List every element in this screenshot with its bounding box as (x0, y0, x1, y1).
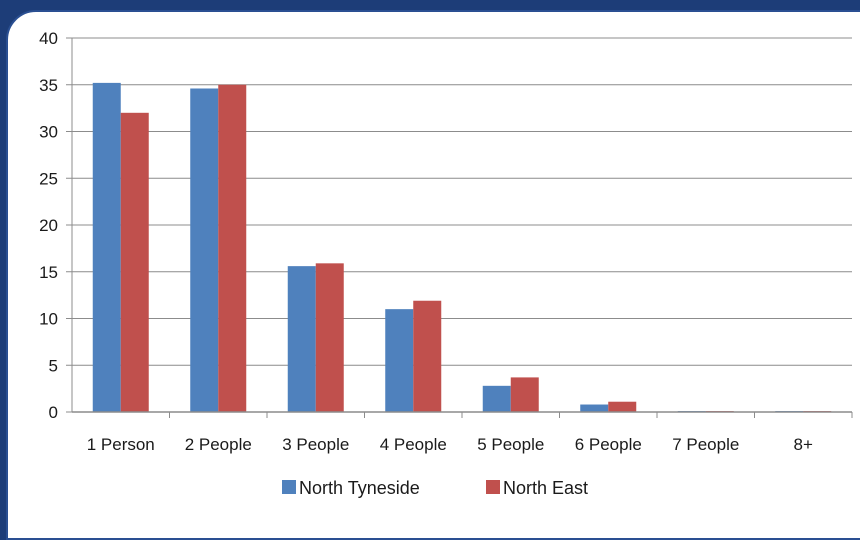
y-tick-label: 30 (39, 123, 58, 142)
y-tick-label: 20 (39, 216, 58, 235)
legend: North Tyneside North East (282, 478, 588, 498)
bars (92, 82, 832, 413)
x-tick-labels: 1 Person 2 People 3 People 4 People 5 People… (87, 435, 813, 454)
legend-swatch (486, 480, 500, 494)
x-tick-label: 5 People (477, 435, 544, 454)
bar-north-tyneside (482, 385, 511, 412)
y-tick-label: 5 (49, 356, 58, 375)
y-tick-label: 10 (39, 310, 58, 329)
x-tick-label: 2 People (185, 435, 252, 454)
x-tick-label: 4 People (380, 435, 447, 454)
bar-north-east (218, 84, 247, 412)
bar-north-tyneside (190, 88, 219, 413)
bar-north-east (510, 377, 539, 412)
bar-north-east (608, 401, 637, 412)
x-tick-label: 8+ (794, 435, 813, 454)
bar-north-tyneside (580, 404, 609, 412)
y-tick-label: 0 (49, 403, 58, 422)
bar-north-tyneside (287, 266, 316, 412)
legend-label: North Tyneside (299, 478, 420, 498)
bar-north-east (315, 263, 344, 412)
y-tick-label: 15 (39, 263, 58, 282)
bar-north-tyneside (92, 82, 121, 412)
x-tick-label: 1 Person (87, 435, 155, 454)
bar-north-east (120, 112, 149, 413)
bar-north-east (413, 300, 442, 412)
x-tick-label: 7 People (672, 435, 739, 454)
gridlines (72, 37, 852, 366)
x-tick-label: 6 People (575, 435, 642, 454)
x-tick-label: 3 People (282, 435, 349, 454)
household-size-bar-chart: 0 5 10 15 20 25 30 35 40 1 Person 2 People 3 Peopl… (39, 29, 853, 498)
legend-label: North East (503, 478, 588, 498)
y-tick-label: 35 (39, 76, 58, 95)
y-tick-label: 25 (39, 169, 58, 188)
axes (66, 37, 853, 418)
y-tick-label: 40 (39, 29, 58, 48)
bar-north-tyneside (385, 309, 414, 412)
legend-swatch (282, 480, 296, 494)
window-frame (6, 10, 860, 540)
y-tick-labels: 0 5 10 15 20 25 30 35 40 (39, 29, 58, 422)
